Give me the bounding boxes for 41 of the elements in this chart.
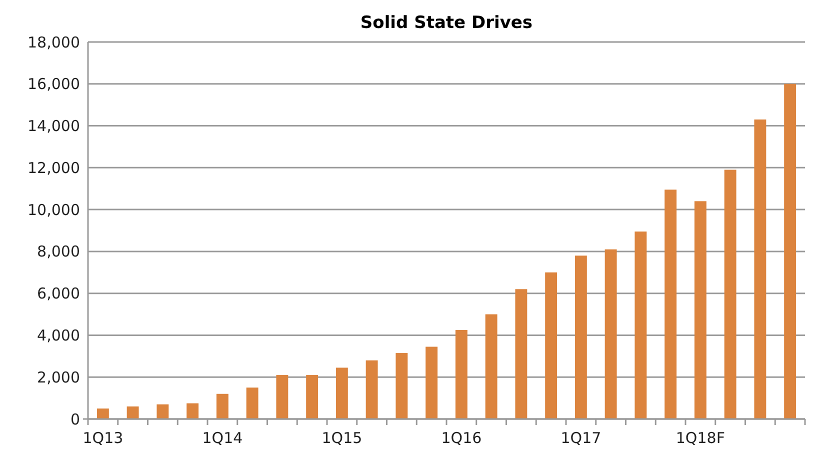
bar bbox=[276, 375, 288, 419]
bar bbox=[515, 289, 528, 419]
bar bbox=[156, 404, 169, 419]
y-tick-label: 6,000 bbox=[37, 284, 80, 303]
x-tick-label: 1Q17 bbox=[560, 429, 602, 447]
bar bbox=[455, 330, 468, 419]
y-tick-label: 18,000 bbox=[28, 33, 80, 52]
bar bbox=[784, 84, 796, 419]
bar bbox=[545, 272, 558, 419]
y-tick-label: 0 bbox=[70, 410, 80, 428]
x-tick-label: 1Q16 bbox=[441, 429, 482, 447]
bar bbox=[604, 249, 617, 419]
y-tick-label: 14,000 bbox=[28, 117, 80, 136]
bar bbox=[306, 375, 318, 419]
bar bbox=[485, 314, 498, 419]
bar bbox=[694, 201, 706, 419]
y-tick-label: 2,000 bbox=[37, 368, 80, 386]
x-tick-label: 1Q14 bbox=[202, 429, 243, 447]
x-tick-label: 1Q18F bbox=[676, 429, 725, 447]
y-tick-label: 8,000 bbox=[37, 242, 80, 261]
y-tick-label: 4,000 bbox=[37, 326, 80, 344]
bar bbox=[396, 353, 408, 419]
bar bbox=[634, 232, 647, 419]
bar bbox=[366, 360, 378, 419]
bar bbox=[216, 394, 228, 419]
y-tick-label: 12,000 bbox=[28, 158, 80, 177]
bar bbox=[574, 256, 587, 419]
bar bbox=[426, 346, 438, 419]
bar bbox=[246, 388, 258, 419]
bar bbox=[336, 368, 348, 419]
x-tick-label: 1Q13 bbox=[82, 429, 124, 447]
bar bbox=[186, 403, 199, 419]
bar bbox=[664, 190, 677, 419]
y-tick-label: 10,000 bbox=[28, 200, 80, 219]
bar bbox=[754, 119, 766, 419]
x-tick-label: 1Q15 bbox=[322, 429, 362, 447]
bar bbox=[96, 408, 109, 419]
chart-title: Solid State Drives bbox=[360, 13, 533, 33]
y-tick-label: 16,000 bbox=[28, 75, 80, 94]
bar bbox=[126, 406, 139, 419]
bar bbox=[724, 170, 736, 419]
